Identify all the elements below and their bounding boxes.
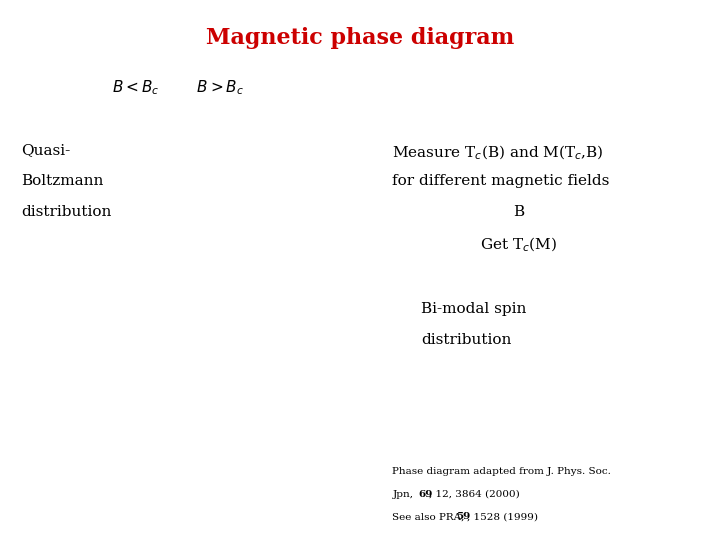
Text: Quasi-: Quasi- — [22, 143, 71, 157]
Text: , 12, 3864 (2000): , 12, 3864 (2000) — [429, 490, 520, 499]
Text: Phase diagram adapted from J. Phys. Soc.: Phase diagram adapted from J. Phys. Soc. — [392, 467, 611, 476]
Text: distribution: distribution — [22, 205, 112, 219]
Text: Jpn,: Jpn, — [392, 490, 420, 499]
Text: Get T$_c$(M): Get T$_c$(M) — [480, 235, 557, 254]
Text: for different magnetic fields: for different magnetic fields — [392, 174, 610, 188]
Text: $B < B_c$        $B > B_c$: $B < B_c$ $B > B_c$ — [112, 78, 243, 97]
Text: Bi-modal spin: Bi-modal spin — [421, 302, 526, 316]
Text: 69: 69 — [418, 490, 433, 499]
Text: , 1528 (1999): , 1528 (1999) — [467, 512, 538, 522]
Text: Boltzmann: Boltzmann — [22, 174, 104, 188]
Text: distribution: distribution — [421, 333, 512, 347]
Text: Measure T$_c$(B) and M(T$_c$,B): Measure T$_c$(B) and M(T$_c$,B) — [392, 143, 604, 161]
Text: B: B — [513, 205, 524, 219]
Text: Magnetic phase diagram: Magnetic phase diagram — [206, 27, 514, 49]
Text: 59: 59 — [456, 512, 470, 522]
Text: See also PRA,: See also PRA, — [392, 512, 468, 522]
